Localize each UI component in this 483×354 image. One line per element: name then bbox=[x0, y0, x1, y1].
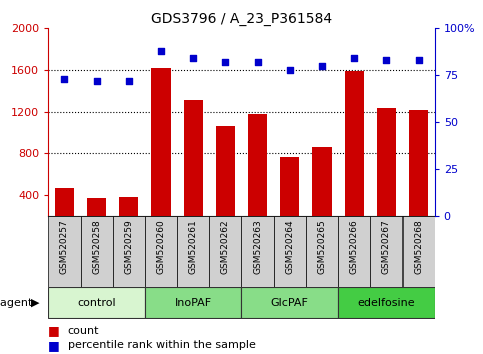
Point bbox=[254, 59, 261, 65]
Text: control: control bbox=[77, 298, 116, 308]
Bar bbox=[209, 216, 242, 287]
Point bbox=[318, 63, 326, 69]
Bar bbox=[145, 287, 242, 318]
Bar bbox=[119, 197, 139, 237]
Text: GlcPAF: GlcPAF bbox=[271, 298, 309, 308]
Text: GSM520260: GSM520260 bbox=[156, 219, 166, 274]
Bar bbox=[48, 216, 81, 287]
Bar bbox=[344, 71, 364, 237]
Bar bbox=[48, 287, 145, 318]
Text: GSM520261: GSM520261 bbox=[189, 219, 198, 274]
Bar bbox=[216, 126, 235, 237]
Bar bbox=[87, 198, 106, 237]
Bar bbox=[145, 216, 177, 287]
Bar bbox=[409, 110, 428, 237]
Text: GSM520268: GSM520268 bbox=[414, 219, 423, 274]
Point bbox=[60, 76, 68, 82]
Bar bbox=[177, 216, 209, 287]
Text: GSM520257: GSM520257 bbox=[60, 219, 69, 274]
Text: GSM520259: GSM520259 bbox=[124, 219, 133, 274]
Text: GSM520266: GSM520266 bbox=[350, 219, 359, 274]
Point bbox=[350, 56, 358, 61]
Bar bbox=[370, 216, 402, 287]
Text: GSM520267: GSM520267 bbox=[382, 219, 391, 274]
Bar bbox=[184, 100, 203, 237]
Text: InoPAF: InoPAF bbox=[175, 298, 212, 308]
Point bbox=[189, 56, 197, 61]
Bar bbox=[81, 216, 113, 287]
Point bbox=[157, 48, 165, 54]
Text: edelfosine: edelfosine bbox=[357, 298, 415, 308]
Point bbox=[222, 59, 229, 65]
Text: count: count bbox=[68, 326, 99, 336]
Point bbox=[286, 67, 294, 73]
Text: GSM520262: GSM520262 bbox=[221, 219, 230, 274]
Text: GSM520263: GSM520263 bbox=[253, 219, 262, 274]
Bar bbox=[55, 188, 74, 237]
Point bbox=[383, 57, 390, 63]
Bar bbox=[306, 216, 338, 287]
Bar bbox=[274, 216, 306, 287]
Text: ■: ■ bbox=[48, 325, 60, 337]
Text: GSM520264: GSM520264 bbox=[285, 219, 294, 274]
Bar bbox=[113, 216, 145, 287]
Bar bbox=[377, 108, 396, 237]
Text: ■: ■ bbox=[48, 339, 60, 352]
Bar bbox=[280, 156, 299, 237]
Text: GSM520265: GSM520265 bbox=[317, 219, 327, 274]
Point bbox=[415, 57, 423, 63]
Bar bbox=[248, 114, 267, 237]
Point bbox=[93, 78, 100, 84]
Text: ▶: ▶ bbox=[31, 298, 40, 308]
Bar bbox=[242, 216, 274, 287]
Text: percentile rank within the sample: percentile rank within the sample bbox=[68, 340, 256, 350]
Title: GDS3796 / A_23_P361584: GDS3796 / A_23_P361584 bbox=[151, 12, 332, 26]
Text: agent: agent bbox=[0, 298, 36, 308]
Point bbox=[125, 78, 133, 84]
Bar bbox=[151, 68, 170, 237]
Bar bbox=[338, 287, 435, 318]
Bar bbox=[402, 216, 435, 287]
Bar bbox=[242, 287, 338, 318]
Text: GSM520258: GSM520258 bbox=[92, 219, 101, 274]
Bar bbox=[338, 216, 370, 287]
Bar bbox=[313, 147, 332, 237]
